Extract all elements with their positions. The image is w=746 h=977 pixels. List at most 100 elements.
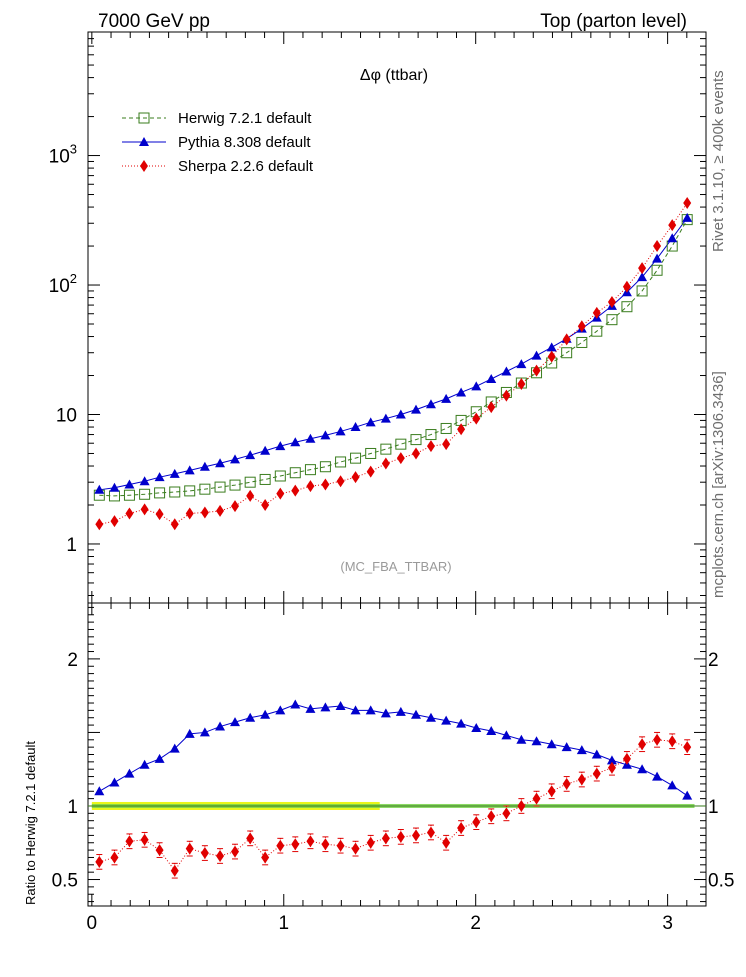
herwig-line bbox=[99, 219, 688, 497]
pythia-ratio-point bbox=[411, 709, 422, 719]
herwig-point bbox=[591, 325, 603, 337]
legend: Herwig 7.2.1 default Pythia 8.308 defaul… bbox=[122, 110, 314, 175]
pythia-ratio-point bbox=[561, 742, 572, 752]
pythia-ratio-point bbox=[305, 703, 316, 713]
sherpa-point bbox=[170, 518, 179, 531]
sherpa-point bbox=[140, 503, 149, 516]
main-plot-layer: 1 10 102 103 bbox=[49, 31, 707, 604]
sherpa-ratio-point bbox=[653, 733, 662, 746]
sherpa-ratio-point bbox=[95, 855, 104, 868]
pythia-ratio-point bbox=[124, 768, 135, 778]
sherpa-point bbox=[532, 364, 541, 377]
herwig-point bbox=[259, 473, 271, 485]
pythia-ratio-point bbox=[652, 771, 663, 781]
herwig-point bbox=[184, 485, 196, 497]
y-tick-label-ratio-right: 0.5 bbox=[708, 871, 734, 892]
sherpa-ratio-point bbox=[246, 832, 255, 845]
pythia-point bbox=[169, 468, 180, 478]
sherpa-point bbox=[110, 515, 119, 528]
pythia-ratio-point bbox=[395, 706, 406, 716]
watermark: (MC_FBA_TTBAR) bbox=[340, 559, 451, 574]
sherpa-point bbox=[351, 471, 360, 484]
sherpa-point bbox=[185, 507, 194, 520]
pythia-point bbox=[425, 399, 436, 409]
pythia-ratio-point bbox=[199, 727, 210, 737]
pythia-point bbox=[154, 472, 165, 482]
herwig-point bbox=[606, 314, 618, 326]
pythia-point bbox=[109, 482, 120, 492]
herwig-point bbox=[274, 470, 286, 482]
pythia-ratio-point bbox=[365, 705, 376, 715]
header-left: 7000 GeV pp bbox=[98, 11, 210, 32]
herwig-point bbox=[561, 347, 573, 359]
sherpa-point bbox=[321, 478, 330, 491]
y-tick-exponent: 2 bbox=[70, 271, 77, 286]
sherpa-ratio-point bbox=[261, 851, 270, 864]
pythia-point bbox=[486, 373, 497, 383]
pythia-ratio-point bbox=[637, 764, 648, 774]
pythia-ratio-point bbox=[169, 743, 180, 753]
mcplots-side-label: mcplots.cern.ch [arXiv:1306.3436] bbox=[710, 371, 727, 598]
sherpa-point bbox=[125, 507, 134, 520]
pythia-ratio-point bbox=[350, 705, 361, 715]
header-right: Top (parton level) bbox=[540, 11, 687, 32]
legend-pythia-marker bbox=[139, 137, 149, 146]
pythia-ratio-point bbox=[425, 712, 436, 722]
herwig-point bbox=[576, 336, 588, 348]
y-tick-label-ratio-right: 1 bbox=[708, 797, 719, 818]
sherpa-point bbox=[668, 219, 677, 232]
pythia-ratio-point bbox=[94, 786, 105, 796]
sherpa-point bbox=[622, 280, 631, 293]
pythia-point bbox=[184, 465, 195, 475]
sherpa-point bbox=[607, 295, 616, 308]
sherpa-ratio-point bbox=[231, 845, 240, 858]
sherpa-ratio-point bbox=[200, 847, 209, 860]
sherpa-ratio-point bbox=[185, 842, 194, 855]
herwig-point bbox=[304, 464, 316, 476]
y-tick-label-ratio-right: 2 bbox=[708, 650, 719, 671]
sherpa-point bbox=[95, 518, 104, 531]
rivet-side-label: Rivet 3.1.10, ≥ 400k events bbox=[710, 70, 727, 252]
legend-herwig-label: Herwig 7.2.1 default bbox=[178, 110, 312, 127]
sherpa-ratio-point bbox=[306, 835, 315, 848]
pythia-ratio-point bbox=[139, 759, 150, 769]
pythia-point bbox=[350, 422, 361, 432]
sherpa-ratio-point bbox=[170, 864, 179, 877]
ratio-ylabel: Ratio to Herwig 7.2.1 default bbox=[23, 741, 38, 905]
pythia-point bbox=[411, 404, 422, 414]
herwig-point bbox=[621, 301, 633, 313]
sherpa-ratio-point bbox=[155, 844, 164, 857]
pythia-point bbox=[531, 350, 542, 360]
sherpa-line bbox=[99, 202, 688, 525]
herwig-point bbox=[380, 443, 392, 455]
sherpa-point bbox=[683, 197, 692, 210]
pythia-point bbox=[441, 393, 452, 403]
sherpa-ratio-point bbox=[517, 799, 526, 812]
sherpa-ratio-point bbox=[472, 816, 481, 829]
sherpa-ratio-point bbox=[351, 842, 360, 855]
pythia-ratio-point bbox=[245, 712, 256, 722]
sherpa-ratio-point bbox=[110, 851, 119, 864]
pythia-point bbox=[199, 461, 210, 471]
y-tick-label-main: 1 bbox=[66, 535, 77, 556]
y-tick-label-main: 103 bbox=[49, 142, 77, 168]
pythia-point bbox=[215, 458, 226, 468]
pythia-ratio-point bbox=[320, 702, 331, 712]
sherpa-point bbox=[517, 378, 526, 391]
pythia-ratio-point bbox=[591, 749, 602, 759]
herwig-point bbox=[154, 487, 166, 499]
sherpa-point bbox=[396, 452, 405, 465]
herwig-point bbox=[636, 285, 648, 297]
x-tick-label: 0 bbox=[87, 913, 98, 934]
herwig-point bbox=[244, 476, 256, 488]
herwig-point bbox=[335, 456, 347, 468]
sherpa-point bbox=[562, 333, 571, 346]
sherpa-point bbox=[336, 475, 345, 488]
pythia-ratio-point bbox=[260, 709, 271, 719]
sherpa-point bbox=[547, 350, 556, 363]
pythia-ratio-point bbox=[456, 718, 467, 728]
sherpa-point bbox=[638, 262, 647, 275]
sherpa-ratio-point bbox=[396, 830, 405, 843]
sherpa-ratio-point bbox=[487, 810, 496, 823]
